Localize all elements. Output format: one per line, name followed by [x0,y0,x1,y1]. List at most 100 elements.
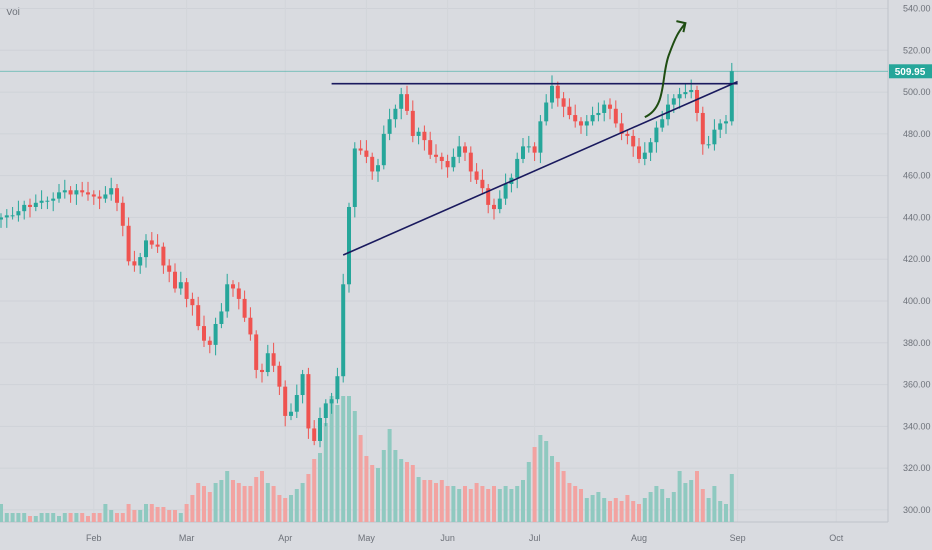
volume-bar [10,513,15,522]
candle [120,196,125,237]
candle-body [74,190,79,195]
volume-bar [16,513,21,522]
volume-bar [503,486,508,522]
candle-body [115,188,119,203]
volume-bar [312,459,317,522]
volume-bar [22,513,27,522]
candle [155,234,160,253]
volume-bar [492,486,496,522]
candle-body [573,115,578,122]
candle-body [677,94,682,99]
y-tick-label: 520.00 [903,45,931,55]
y-tick-label: 500.00 [903,87,931,97]
candle-body [161,246,166,266]
volume-bar [300,483,305,522]
candle [0,213,3,228]
candle-body [294,395,299,412]
candle [167,259,172,283]
candle [341,273,346,383]
candle-body [184,282,189,299]
candle-body [381,133,386,166]
candle [486,184,491,214]
volume-bar [306,474,311,522]
candle [700,106,705,155]
x-tick-label: May [358,533,376,543]
candle-body [695,89,699,113]
volume-bar [445,486,450,522]
candle-body [265,353,270,373]
candle-body [637,146,641,159]
candle [579,117,583,134]
x-tick-label: Sep [730,533,746,543]
candle [213,317,218,356]
candle [109,177,114,201]
volume-bar [277,495,282,522]
candle [387,108,392,141]
candle-body [28,204,32,207]
volume-bar [74,513,79,522]
candle [91,190,96,205]
volume-bar [689,480,694,522]
candle-series [0,62,734,448]
volume-bar [231,480,235,522]
candle-body [567,106,572,116]
candle [555,81,560,107]
candle-body [39,200,44,203]
volume-bar [416,477,421,522]
candle [706,135,711,149]
candle-body [625,133,630,136]
volume-bar [700,489,705,522]
volume-bar [561,471,566,522]
y-tick-label: 480.00 [903,129,931,139]
candle-body [532,146,537,153]
candle-body [347,206,351,285]
y-tick-label: 540.00 [903,4,931,14]
x-tick-label: Apr [278,533,292,543]
volume-bar [45,513,50,522]
candle-body [248,317,253,335]
volume-bar [115,513,119,522]
candle [225,273,230,318]
volume-bar [103,504,108,522]
candle-body [445,161,450,168]
candle-body [729,71,734,122]
candle-body [602,104,607,113]
candle-body [439,156,444,162]
candle-body [463,146,467,153]
volume-bar [80,513,85,522]
volume-bar [619,501,624,522]
volume-bar [167,510,172,522]
candle-body [654,127,659,143]
support-trendline [342,80,738,256]
candle [422,125,427,151]
candle [184,278,189,308]
candle-body [323,403,328,418]
candle [57,184,61,203]
candle-body [689,89,694,93]
candle [405,85,409,116]
volume-bar [590,495,595,522]
candle [358,140,363,155]
volume-bar [532,447,537,522]
candle-body [68,190,73,195]
candle [196,296,201,331]
volume-bar [33,516,38,522]
candle [619,112,624,141]
candle-body [97,196,102,199]
candle-body [335,376,340,400]
volume-bar [271,486,276,522]
volume-bar [335,405,340,522]
candle-body [724,121,728,124]
candle [103,186,108,203]
volume-bar [637,504,641,522]
candle [729,62,734,126]
candle-body [202,326,206,341]
candle [132,250,137,272]
last-price-value: 509.95 [895,67,926,78]
volume-bar [393,450,398,522]
candle-body [126,225,131,262]
volume-bar [86,516,90,522]
volume-bar [387,429,392,522]
candle-body [80,190,85,193]
